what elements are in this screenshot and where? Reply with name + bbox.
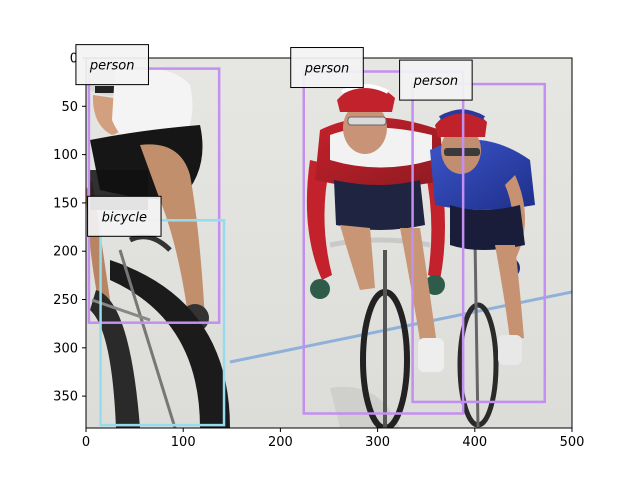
- detection-label-person: person: [413, 74, 459, 89]
- detection-label-bicycle: bicycle: [102, 210, 147, 225]
- detection-box-person: [302, 70, 465, 415]
- detection-box-bicycle: [99, 219, 226, 427]
- x-tick-label: 300: [365, 435, 390, 450]
- y-tick-label: 100: [53, 148, 78, 163]
- detection-boxes: [87, 67, 547, 427]
- x-tick-label: 400: [462, 435, 487, 450]
- y-tick-label: 50: [61, 100, 78, 115]
- detection-label-box: [399, 59, 473, 101]
- y-tick-label: 300: [53, 341, 78, 356]
- y-tick-label: 350: [53, 390, 78, 405]
- detection-box-person: [87, 67, 221, 324]
- detection-labels: person bicycle person person: [75, 44, 473, 237]
- detection-label-person: person: [304, 62, 350, 77]
- x-tick-label: 200: [268, 435, 293, 450]
- x-tick-label: 100: [171, 435, 196, 450]
- x-tick-label: 0: [82, 435, 90, 450]
- y-tick-label: 200: [53, 245, 78, 260]
- y-axis: 0 50 100 150 200 250 300 350: [53, 52, 86, 405]
- y-tick-label: 250: [53, 293, 78, 308]
- right-cyclist: [430, 109, 535, 428]
- detection-label-box: [75, 44, 149, 86]
- x-tick-label: 500: [560, 435, 585, 450]
- detection-label-person: person: [89, 59, 135, 74]
- y-tick-label: 150: [53, 196, 78, 211]
- detection-label-box: [290, 47, 364, 89]
- photo-scene: [86, 58, 572, 428]
- y-tick-label: 0: [70, 52, 78, 67]
- detection-box-person: [411, 82, 547, 404]
- x-axis: 0 100 200 300 400 500: [82, 428, 585, 450]
- detection-label-box: [87, 195, 162, 237]
